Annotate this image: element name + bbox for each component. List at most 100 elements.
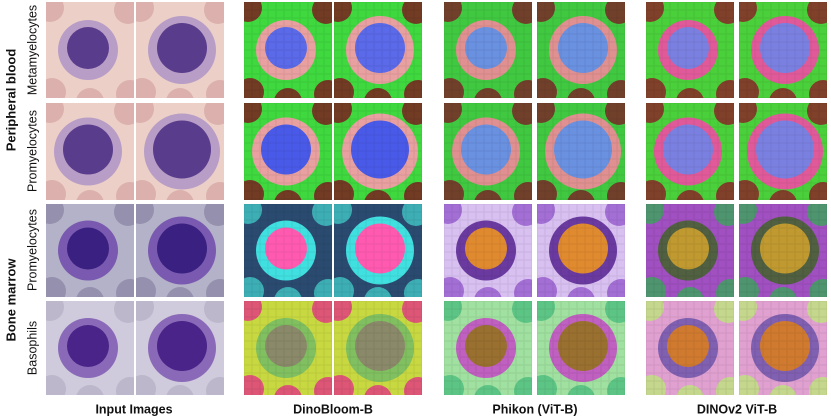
image-tile [136,2,224,98]
background-blob [114,103,134,125]
image-tile [444,2,532,98]
image-tile [537,2,625,98]
column-label: Input Images [95,402,172,416]
cell-nucleus [67,227,109,270]
image-tile [46,204,134,297]
patch-grid [244,2,332,98]
image-tile [46,2,134,98]
patch-grid [334,204,422,297]
column-label: DINOv2 ViT-B [697,402,777,416]
background-blob [136,180,156,200]
patch-grid [646,2,734,98]
cell-nucleus [63,124,113,175]
patch-grid [537,2,625,98]
image-tile [136,204,224,297]
background-blob [166,385,194,395]
background-blob [204,2,224,24]
image-tile [244,103,332,200]
image-tile [244,204,332,297]
image-tile [334,103,422,200]
image-tile [444,301,532,395]
background-blob [136,204,154,224]
cell-nucleus [153,120,211,179]
image-tile [244,2,332,98]
background-blob [204,103,224,125]
image-tile [646,204,734,297]
patch-grid [646,204,734,297]
patch-grid [537,301,625,395]
patch-grid [537,103,625,200]
patch-grid [444,103,532,200]
background-blob [116,279,134,297]
patch-grid [244,301,332,395]
background-blob [76,190,104,200]
image-tile [46,301,134,395]
image-tile [646,2,734,98]
background-blob [46,180,66,200]
background-blob [76,287,104,297]
image-tile [739,301,827,395]
image-tile [136,103,224,200]
background-blob [46,301,64,321]
background-blob [46,277,66,297]
background-blob [46,78,66,98]
background-blob [114,301,134,323]
background-blob [46,103,64,123]
image-grid [46,2,827,395]
patch-grid [739,204,827,297]
image-tile [537,204,625,297]
row-group-label: Bone marrow [3,258,18,342]
background-blob [136,375,156,395]
image-tile [646,301,734,395]
patch-grid [244,103,332,200]
patch-grid [444,204,532,297]
background-blob [136,103,154,123]
background-blob [46,375,66,395]
image-tile [646,103,734,200]
patch-grid [334,2,422,98]
image-tile [334,204,422,297]
background-blob [76,385,104,395]
image-tile [444,103,532,200]
background-blob [206,279,224,297]
image-tile [334,2,422,98]
row-label: Promyelocytes [25,209,39,291]
row-group-label: Peripheral blood [3,49,18,152]
background-blob [166,88,194,98]
image-tile [739,2,827,98]
cell-nucleus [157,23,207,73]
background-blob [136,277,156,297]
patch-grid [444,2,532,98]
image-tile [739,103,827,200]
background-blob [46,2,64,22]
column-label: DinoBloom-B [293,402,373,416]
background-blob [116,80,134,98]
cell-nucleus [67,325,109,367]
patch-grid [244,204,332,297]
background-blob [206,80,224,98]
background-blob [136,301,154,321]
image-tile [537,103,625,200]
background-blob [136,78,156,98]
cell-nucleus [157,223,207,274]
image-tile [739,204,827,297]
image-tile [537,301,625,395]
background-blob [206,377,224,395]
background-blob [166,287,194,297]
background-blob [76,88,104,98]
patch-grid [646,103,734,200]
row-label: Promyelocytes [25,110,39,192]
image-tile [334,301,422,395]
column-label: Phikon (ViT-B) [492,402,577,416]
cell-nucleus [157,321,207,371]
background-blob [204,204,224,226]
image-tile [46,103,134,200]
background-blob [114,204,134,226]
image-tile [244,301,332,395]
image-tile [136,301,224,395]
patch-grid [444,301,532,395]
patch-grid [537,204,625,297]
patch-grid [334,103,422,200]
patch-grid [739,2,827,98]
background-blob [46,204,64,224]
